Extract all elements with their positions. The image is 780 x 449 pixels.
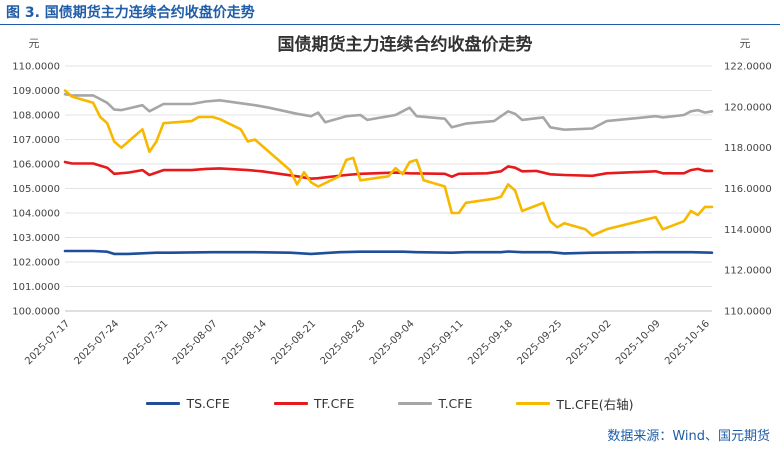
x-tick-label: 2025-10-02: [565, 318, 614, 367]
legend-item-tl: TL.CFE(右轴): [516, 393, 634, 413]
x-tick-label: 2025-10-09: [614, 318, 663, 367]
y-left-tick-labels: 100.0000 101.0000 102.0000 103.0000 104.0000…: [12, 62, 60, 318]
figure-caption: 图 3. 国债期货主力连续合约收盘价走势: [6, 5, 255, 21]
x-tick-label: 2025-09-11: [417, 318, 466, 367]
legend-item-ts: TS.CFE: [146, 393, 230, 413]
y-right-tick-label: 112.0000: [724, 266, 772, 277]
y-left-tick-label: 105.0000: [12, 184, 60, 195]
legend-swatch-ts: [146, 401, 181, 405]
legend-label-ts: TS.CFE: [186, 395, 230, 411]
x-tick-label: 2025-09-18: [466, 318, 515, 367]
y-right-tick-label: 118.0000: [724, 143, 772, 154]
x-tick-label: 2025-08-21: [269, 318, 318, 367]
y-left-tick-label: 107.0000: [12, 135, 60, 146]
y-left-tick-label: 108.0000: [12, 111, 60, 122]
caption-rule: [0, 24, 780, 25]
y-left-unit: 元: [29, 37, 40, 50]
legend-swatch-t: [398, 401, 433, 405]
legend: TS.CFE TF.CFE T.CFE TL.CFE(右轴): [0, 393, 780, 413]
x-tick-label: 2025-08-07: [171, 318, 220, 367]
legend-swatch-tl: [516, 401, 551, 405]
x-tick-label: 2025-08-28: [319, 318, 368, 367]
y-right-tick-label: 114.0000: [724, 225, 772, 236]
x-tick-label: 2025-07-31: [122, 318, 171, 367]
y-left-tick-label: 102.0000: [12, 258, 60, 269]
series-line-tl: [63, 89, 714, 237]
y-right-tick-labels: 110.0000 112.0000 114.0000 116.0000 118.0000…: [724, 62, 772, 318]
legend-label-tf: TF.CFE: [313, 395, 355, 411]
series-line-ts: [63, 249, 714, 256]
y-right-unit: 元: [740, 37, 751, 50]
legend-item-t: T.CFE: [398, 393, 472, 413]
y-left-tick-label: 106.0000: [12, 160, 60, 171]
y-left-tick-label: 110.0000: [12, 62, 60, 73]
legend-swatch-tf: [273, 401, 308, 405]
y-right-tick-label: 120.0000: [724, 102, 772, 113]
y-left-tick-label: 109.0000: [12, 86, 60, 97]
x-tick-label: 2025-08-14: [220, 318, 269, 367]
y-right-tick-label: 116.0000: [724, 184, 772, 195]
grid-lines: [65, 65, 712, 312]
x-tick-label: 2025-10-16: [663, 318, 712, 367]
y-left-tick-label: 104.0000: [12, 209, 60, 220]
y-left-tick-label: 103.0000: [12, 233, 60, 244]
y-right-tick-label: 110.0000: [724, 307, 772, 318]
x-tick-label: 2025-09-25: [515, 318, 564, 367]
x-tick-label: 2025-07-17: [23, 318, 72, 367]
series-line-t: [63, 92, 714, 131]
x-tick-label: 2025-07-24: [72, 318, 121, 367]
x-tick-labels: 2025-07-17 2025-07-24 2025-07-31 2025-08-07…: [23, 318, 712, 367]
y-left-tick-label: 101.0000: [12, 282, 60, 293]
series-lines: [63, 89, 714, 256]
y-right-tick-label: 122.0000: [724, 62, 772, 73]
series-line-tf: [63, 160, 714, 180]
y-left-tick-label: 100.0000: [12, 307, 60, 318]
x-tick-label: 2025-09-04: [368, 318, 417, 367]
legend-item-tf: TF.CFE: [273, 393, 355, 413]
chart-title: 国债期货主力连续合约收盘价走势: [278, 34, 533, 55]
legend-label-t: T.CFE: [438, 395, 473, 411]
source-note: 数据来源：Wind、国元期货: [607, 429, 770, 444]
legend-label-tl: TL.CFE(右轴): [556, 396, 634, 412]
